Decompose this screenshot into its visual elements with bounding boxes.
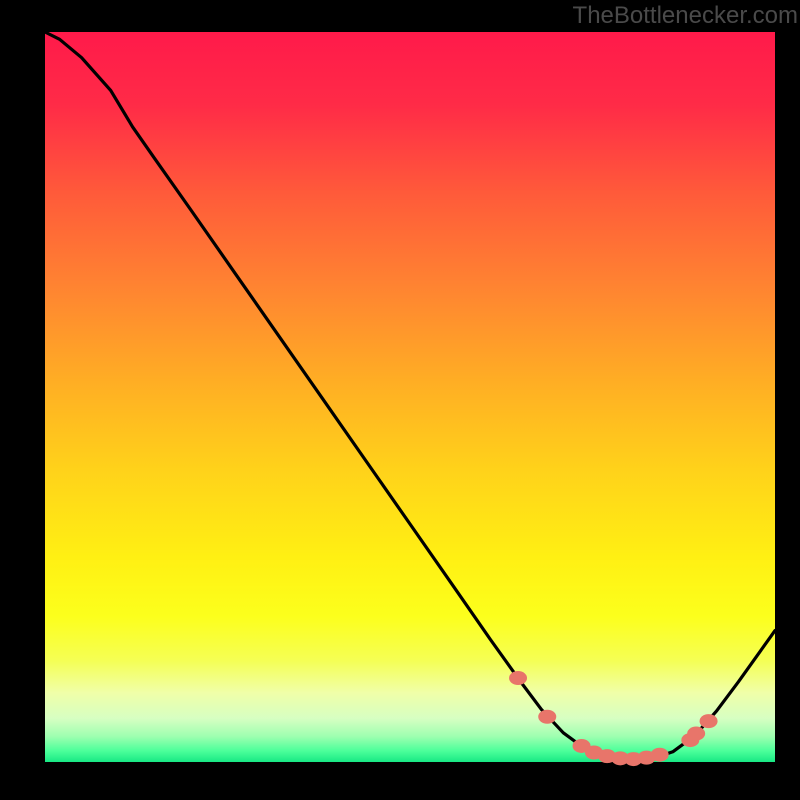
curve-marker: [651, 748, 669, 762]
watermark-text: TheBottlenecker.com: [573, 2, 798, 30]
curve-marker: [509, 671, 527, 685]
curve-marker: [538, 710, 556, 724]
curve-marker: [700, 714, 718, 728]
chart-root: TheBottlenecker.com: [0, 0, 800, 800]
plot-area: [45, 32, 775, 762]
curve-marker: [687, 727, 705, 741]
chart-svg: [0, 0, 800, 800]
